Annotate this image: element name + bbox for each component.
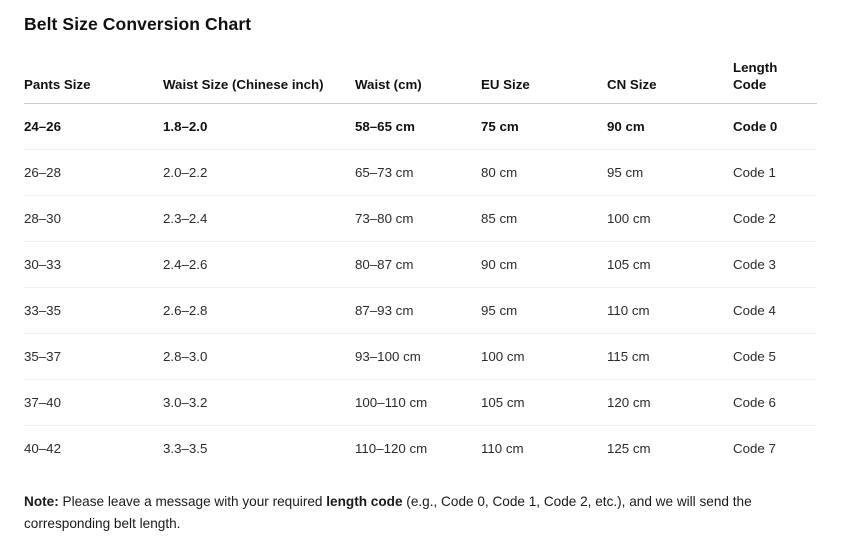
cell-eu-size: 100 cm	[481, 333, 607, 381]
table-row: 35–37 2.8–3.0 93–100 cm 100 cm 115 cm Co…	[24, 333, 817, 381]
column-header-pants-size: Pants Size	[24, 51, 163, 105]
size-conversion-table: Pants Size Waist Size (Chinese inch) Wai…	[24, 51, 817, 472]
cell-waist-chinese-inch: 1.8–2.0	[163, 103, 355, 151]
note-emphasis-length-code: length code	[326, 494, 403, 510]
cell-waist-chinese-inch: 2.8–3.0	[163, 333, 355, 381]
table-row: 30–33 2.4–2.6 80–87 cm 90 cm 105 cm Code…	[24, 241, 817, 289]
cell-length-code: Code 7	[733, 441, 776, 457]
column-header-waist-size-chinese-inch: Waist Size (Chinese inch)	[163, 51, 355, 105]
cell-pants-size: 30–33	[24, 241, 163, 289]
column-header-eu-size: EU Size	[481, 51, 607, 105]
cell-waist-cm: 93–100 cm	[355, 333, 481, 381]
cell-waist-cm: 65–73 cm	[355, 149, 481, 197]
cell-waist-chinese-inch: 2.3–2.4	[163, 195, 355, 243]
page-title: Belt Size Conversion Chart	[24, 14, 252, 34]
table-row: 28–30 2.3–2.4 73–80 cm 85 cm 100 cm Code…	[24, 195, 817, 243]
cell-cn-size: 120 cm	[607, 379, 733, 427]
cell-cn-size: 110 cm	[607, 287, 733, 335]
cell-waist-cm: 100–110 cm	[355, 379, 481, 427]
cell-eu-size: 75 cm	[481, 103, 607, 151]
column-header-waist-cm: Waist (cm)	[355, 51, 481, 105]
cell-cn-size: 125 cm	[607, 441, 651, 457]
cell-waist-cm: 87–93 cm	[355, 287, 481, 335]
table-header: Pants Size Waist Size (Chinese inch) Wai…	[24, 51, 817, 105]
cell-cn-size: 105 cm	[607, 241, 733, 289]
cell-waist-cm: 80–87 cm	[355, 241, 481, 289]
table-header-row: Pants Size Waist Size (Chinese inch) Wai…	[24, 51, 817, 105]
cell-waist-chinese-inch: 2.0–2.2	[163, 149, 355, 197]
table-row: 40–42 3.3–3.5 110–120 cm 110 cm 125 cm C…	[24, 426, 817, 472]
note-label: Note:	[24, 494, 59, 510]
cell-waist-chinese-inch: 3.0–3.2	[163, 379, 355, 427]
cell-eu-size: 110 cm	[481, 441, 524, 457]
cell-pants-size: 35–37	[24, 333, 163, 381]
cell-pants-size: 37–40	[24, 379, 163, 427]
cell-eu-size: 80 cm	[481, 149, 607, 197]
cell-length-code: Code 2	[733, 195, 817, 243]
cell-eu-size: 90 cm	[481, 241, 607, 289]
table-row: 33–35 2.6–2.8 87–93 cm 95 cm 110 cm Code…	[24, 287, 817, 335]
cell-pants-size: 33–35	[24, 287, 163, 335]
table-row: 37–40 3.0–3.2 100–110 cm 105 cm 120 cm C…	[24, 379, 817, 427]
cell-length-code: Code 5	[733, 333, 817, 381]
cell-pants-size: 24–26	[24, 103, 163, 151]
cell-length-code: Code 0	[733, 103, 817, 151]
table-body: 24–26 1.8–2.0 58–65 cm 75 cm 90 cm Code …	[24, 103, 817, 472]
cell-waist-cm: 110–120 cm	[355, 441, 428, 457]
cell-length-code: Code 4	[733, 287, 817, 335]
cell-waist-chinese-inch: 3.3–3.5	[163, 441, 208, 457]
cell-waist-chinese-inch: 2.4–2.6	[163, 241, 355, 289]
cell-cn-size: 95 cm	[607, 149, 733, 197]
cell-pants-size: 26–28	[24, 149, 163, 197]
table-row: 24–26 1.8–2.0 58–65 cm 75 cm 90 cm Code …	[24, 103, 817, 151]
cell-waist-cm: 73–80 cm	[355, 195, 481, 243]
cell-cn-size: 115 cm	[607, 333, 733, 381]
cell-waist-chinese-inch: 2.6–2.8	[163, 287, 355, 335]
cell-pants-size: 28–30	[24, 195, 163, 243]
column-header-length-code: Length Code	[733, 51, 817, 105]
cell-cn-size: 100 cm	[607, 195, 733, 243]
cell-eu-size: 85 cm	[481, 195, 607, 243]
table-row: 26–28 2.0–2.2 65–73 cm 80 cm 95 cm Code …	[24, 149, 817, 197]
cell-pants-size: 40–42	[24, 441, 61, 457]
cell-length-code: Code 6	[733, 379, 817, 427]
cell-length-code: Code 3	[733, 241, 817, 289]
column-header-cn-size: CN Size	[607, 51, 733, 105]
note-paragraph: Note: Please leave a message with your r…	[24, 491, 814, 535]
cell-eu-size: 105 cm	[481, 379, 607, 427]
cell-length-code: Code 1	[733, 149, 817, 197]
cell-waist-cm: 58–65 cm	[355, 103, 481, 151]
cell-cn-size: 90 cm	[607, 103, 733, 151]
cell-eu-size: 95 cm	[481, 287, 607, 335]
note-text-after: (e.g., Code 0, Code 1, Code 2, etc.), an…	[24, 494, 752, 532]
note-text-before: Please leave a message with your require…	[58, 494, 327, 510]
